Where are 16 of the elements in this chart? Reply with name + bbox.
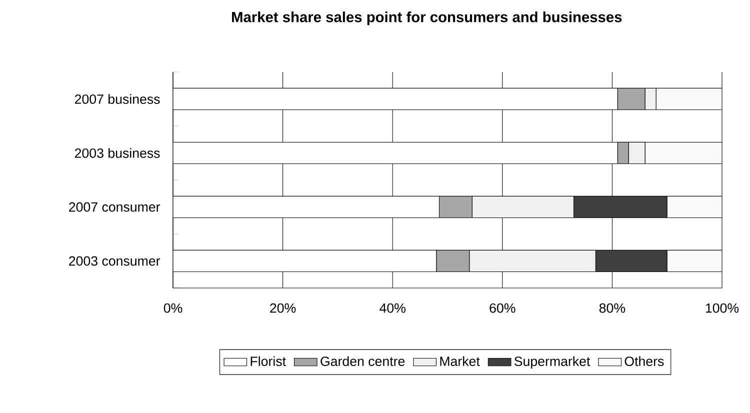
y-tick-label: 2003 business	[74, 148, 160, 158]
x-tick-label: 20%	[270, 303, 296, 313]
x-tick-label: 80%	[599, 303, 626, 313]
legend-label: Others	[624, 356, 664, 366]
y-tick-label: 2003 consumer	[69, 256, 160, 266]
x-tick-label: 60%	[490, 303, 516, 313]
legend-label: Supermarket	[514, 356, 590, 369]
legend-label: Garden centre	[320, 356, 405, 366]
chart-title: Market share sales point for consumers and businesses	[232, 11, 622, 26]
legend-label: Florist	[250, 356, 286, 366]
y-tick-label: 2007 business	[74, 94, 160, 104]
x-tick-label: 100%	[706, 303, 739, 313]
x-tick-label: 40%	[380, 303, 406, 313]
x-tick-label: 0%	[164, 303, 182, 313]
legend-label: Market	[440, 356, 480, 366]
y-tick-label: 2007 consumer	[69, 202, 160, 212]
